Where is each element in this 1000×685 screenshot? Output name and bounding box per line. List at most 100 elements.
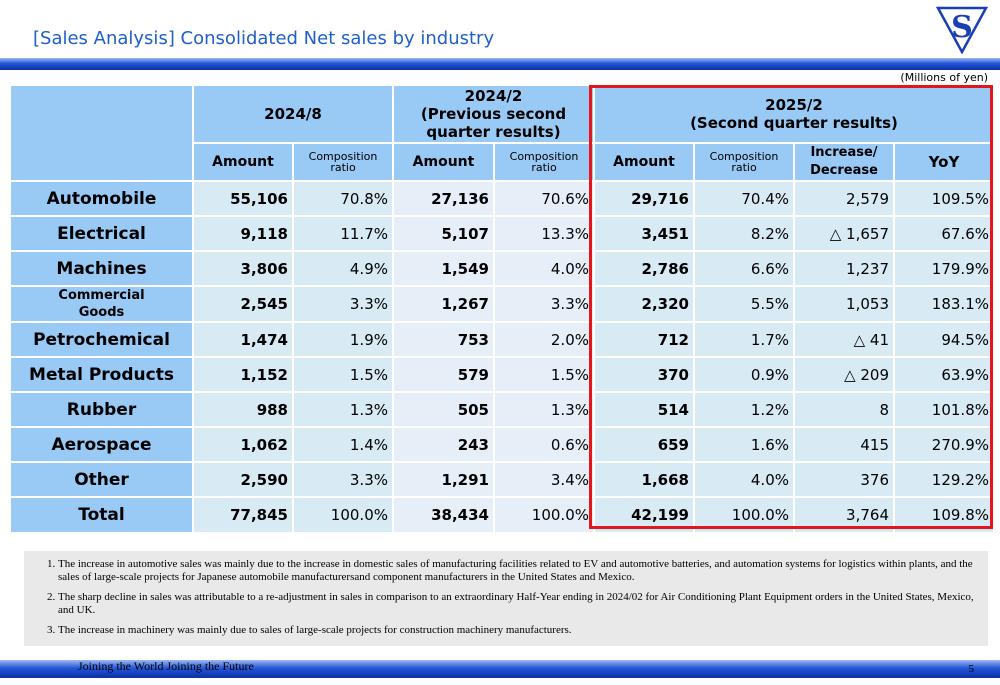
cell-yoy: 101.8% [893, 391, 995, 428]
cell-a1: 1,062 [192, 426, 294, 463]
row-category: Aerospace [9, 426, 194, 463]
cell-a3: 2,320 [593, 285, 695, 323]
cell-a3: 659 [593, 426, 695, 463]
cell-inc: △ 1,657 [793, 215, 895, 252]
col-composition: Composition ratio [292, 142, 394, 182]
cell-a2: 243 [392, 426, 495, 463]
cell-r1: 1.3% [292, 391, 394, 428]
cell-a1: 9,118 [192, 215, 294, 252]
header-2024-2: 2024/2 (Previous second quarter results) [392, 84, 595, 144]
note-item: The increase in automotive sales was mai… [58, 558, 978, 584]
row-category: Commercial Goods [9, 285, 194, 323]
col-composition: Composition ratio [493, 142, 595, 182]
row-category: Other [9, 461, 194, 498]
table-row: Rubber 988 1.3% 505 1.3% 514 1.2% 8 101.8% [9, 391, 995, 428]
row-category: Metal Products [9, 356, 194, 393]
cell-a3: 2,786 [593, 250, 695, 287]
cell-a2: 1,291 [392, 461, 495, 498]
cell-r3: 1.7% [693, 321, 795, 358]
cell-a3: 712 [593, 321, 695, 358]
logo-letter: S [951, 10, 973, 45]
sales-table: 2024/8 2024/2 (Previous second quarter r… [9, 84, 995, 534]
cell-yoy: 63.9% [893, 356, 995, 393]
cell-r2: 0.6% [493, 426, 595, 463]
cell-a2: 579 [392, 356, 495, 393]
cell-inc: 3,764 [793, 496, 895, 534]
cell-yoy: 67.6% [893, 215, 995, 252]
cell-yoy: 109.8% [893, 496, 995, 534]
header-bar [0, 58, 1000, 70]
row-category: Total [9, 496, 194, 534]
footer-bar [0, 660, 1000, 678]
cell-r2: 100.0% [493, 496, 595, 534]
cell-r3: 4.0% [693, 461, 795, 498]
cell-r3: 6.6% [693, 250, 795, 287]
table-row: Electrical 9,118 11.7% 5,107 13.3% 3,451 8.2% △… [9, 215, 995, 252]
col-amount: Amount [192, 142, 294, 182]
cell-yoy: 109.5% [893, 180, 995, 217]
cell-a3: 370 [593, 356, 695, 393]
cell-r1: 1.5% [292, 356, 394, 393]
cell-a1: 1,152 [192, 356, 294, 393]
cell-r3: 0.9% [693, 356, 795, 393]
cell-inc: 8 [793, 391, 895, 428]
table-row: Metal Products 1,152 1.5% 579 1.5% 370 0.9% △ 2… [9, 356, 995, 393]
table-row: Total 77,845 100.0% 38,434 100.0% 42,199 100.0… [9, 496, 995, 534]
row-category: Automobile [9, 180, 194, 217]
cell-inc: 1,053 [793, 285, 895, 323]
cell-r2: 4.0% [493, 250, 595, 287]
cell-a1: 3,806 [192, 250, 294, 287]
table-body: Automobile 55,106 70.8% 27,136 70.6% 29,716 70… [9, 180, 995, 534]
cell-a2: 5,107 [392, 215, 495, 252]
cell-r1: 100.0% [292, 496, 394, 534]
cell-a3: 42,199 [593, 496, 695, 534]
cell-inc: 415 [793, 426, 895, 463]
cell-a2: 505 [392, 391, 495, 428]
cell-a2: 753 [392, 321, 495, 358]
cell-r1: 70.8% [292, 180, 394, 217]
cell-r1: 3.3% [292, 285, 394, 323]
cell-r3: 70.4% [693, 180, 795, 217]
col-amount: Amount [593, 142, 695, 182]
page-title: [Sales Analysis] Consolidated Net sales … [33, 28, 495, 49]
cell-r2: 1.5% [493, 356, 595, 393]
cell-r1: 4.9% [292, 250, 394, 287]
cell-yoy: 183.1% [893, 285, 995, 323]
cell-a1: 1,474 [192, 321, 294, 358]
corner-header [9, 84, 194, 182]
cell-r1: 3.3% [292, 461, 394, 498]
table-row: Automobile 55,106 70.8% 27,136 70.6% 29,716 70… [9, 180, 995, 217]
cell-a3: 3,451 [593, 215, 695, 252]
cell-yoy: 179.9% [893, 250, 995, 287]
cell-yoy: 129.2% [893, 461, 995, 498]
cell-r3: 100.0% [693, 496, 795, 534]
cell-a1: 77,845 [192, 496, 294, 534]
cell-a3: 29,716 [593, 180, 695, 217]
cell-r1: 1.9% [292, 321, 394, 358]
cell-a1: 988 [192, 391, 294, 428]
cell-a2: 38,434 [392, 496, 495, 534]
cell-r3: 1.6% [693, 426, 795, 463]
footer-slogan: Joining the World Joining the Future [78, 659, 254, 673]
row-category: Machines [9, 250, 194, 287]
cell-inc: △ 41 [793, 321, 895, 358]
table-row: Aerospace 1,062 1.4% 243 0.6% 659 1.6% 415 270.9… [9, 426, 995, 463]
cell-r2: 2.0% [493, 321, 595, 358]
cell-r1: 11.7% [292, 215, 394, 252]
cell-a2: 27,136 [392, 180, 495, 217]
company-logo-icon: S [936, 6, 988, 54]
cell-a3: 514 [593, 391, 695, 428]
cell-a2: 1,549 [392, 250, 495, 287]
cell-inc: 1,237 [793, 250, 895, 287]
row-category: Electrical [9, 215, 194, 252]
cell-inc: 376 [793, 461, 895, 498]
cell-a1: 55,106 [192, 180, 294, 217]
cell-a1: 2,590 [192, 461, 294, 498]
table-row: Machines 3,806 4.9% 1,549 4.0% 2,786 6.6% 1,237… [9, 250, 995, 287]
cell-r2: 3.4% [493, 461, 595, 498]
cell-a1: 2,545 [192, 285, 294, 323]
cell-r2: 13.3% [493, 215, 595, 252]
page-number: 5 [968, 663, 975, 675]
cell-r3: 8.2% [693, 215, 795, 252]
row-category: Rubber [9, 391, 194, 428]
